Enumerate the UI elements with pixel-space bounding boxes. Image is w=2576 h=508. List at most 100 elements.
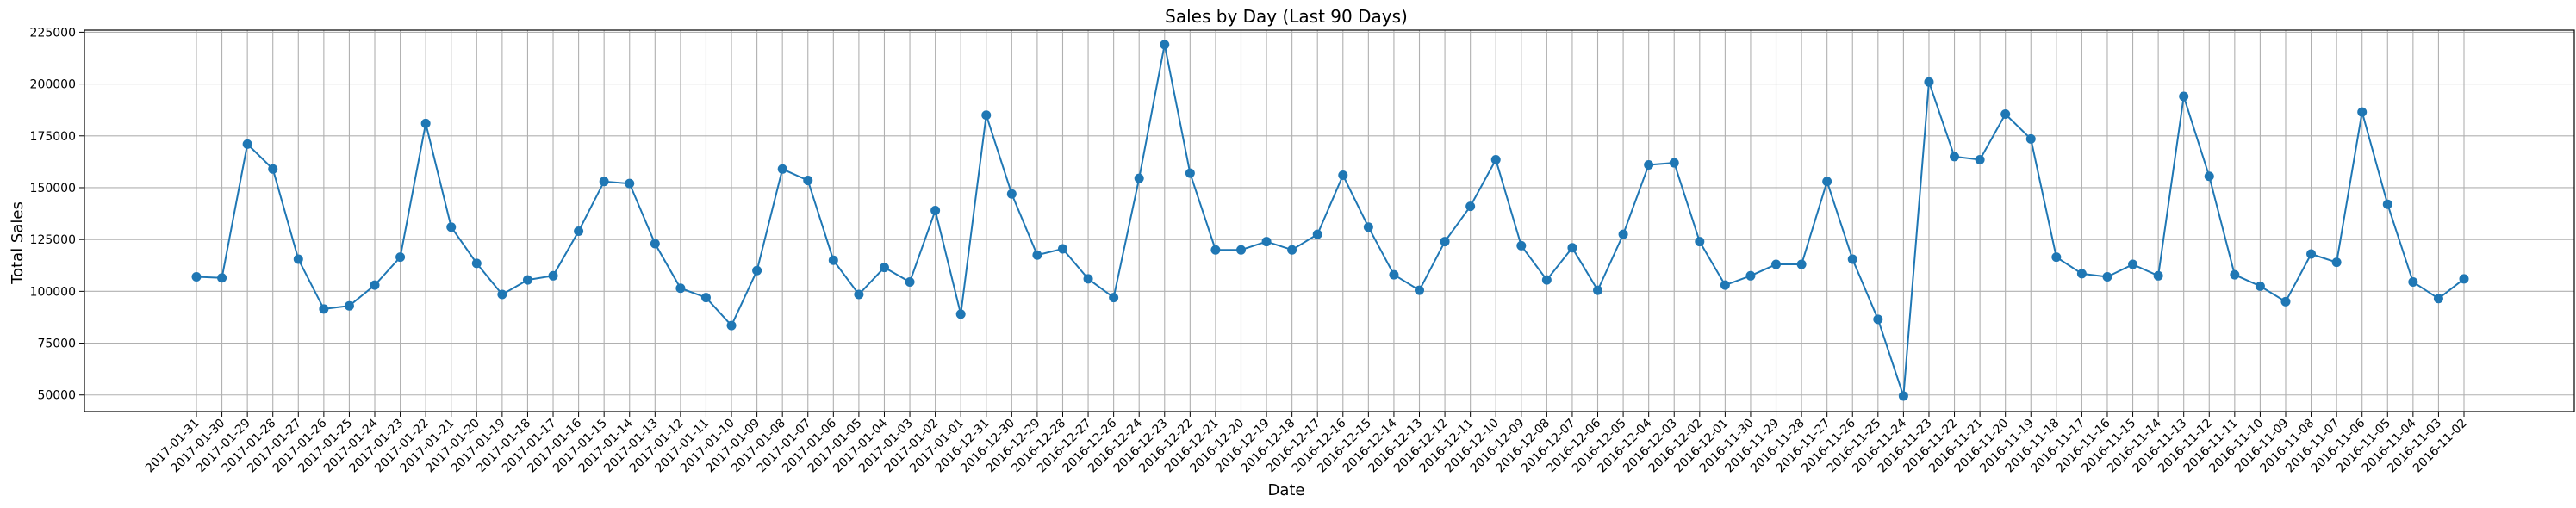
data-point bbox=[2408, 277, 2418, 288]
data-point bbox=[1134, 173, 1144, 183]
chart-title: Sales by Day (Last 90 Days) bbox=[1165, 6, 1408, 27]
data-point bbox=[2280, 296, 2291, 307]
x-axis-label: Date bbox=[1267, 481, 1304, 499]
data-point bbox=[420, 118, 431, 128]
data-point bbox=[955, 309, 966, 319]
data-point bbox=[1312, 229, 1322, 239]
data-point bbox=[1847, 254, 1857, 264]
data-point bbox=[2255, 281, 2265, 291]
data-point bbox=[471, 258, 482, 269]
data-point bbox=[879, 263, 889, 273]
data-point bbox=[1261, 237, 1272, 247]
data-point bbox=[1516, 240, 1527, 251]
data-point bbox=[752, 265, 762, 276]
data-point bbox=[1083, 274, 1093, 284]
data-point bbox=[242, 139, 252, 149]
y-axis-ticks: 50000 75000 100000 125000 150000 175000 200000… bbox=[30, 26, 84, 403]
data-point bbox=[344, 300, 354, 311]
data-point bbox=[2153, 270, 2163, 281]
y-tick-label: 75000 bbox=[37, 338, 76, 351]
y-tick-label: 200000 bbox=[30, 78, 76, 92]
data-point bbox=[522, 275, 532, 285]
data-point bbox=[1924, 77, 1934, 87]
data-point bbox=[1109, 293, 1119, 303]
data-point bbox=[2306, 249, 2317, 259]
data-point bbox=[2179, 91, 2189, 102]
data-point bbox=[599, 177, 609, 187]
data-point bbox=[1593, 285, 1603, 295]
data-point bbox=[1720, 280, 1730, 290]
data-point bbox=[2051, 252, 2062, 263]
data-point bbox=[370, 280, 380, 290]
data-point bbox=[1057, 244, 1067, 254]
data-point bbox=[2331, 257, 2342, 268]
data-point bbox=[2433, 294, 2443, 304]
data-point bbox=[293, 254, 303, 264]
data-point bbox=[548, 270, 558, 281]
data-point bbox=[1950, 152, 1960, 162]
data-point bbox=[217, 273, 227, 283]
data-point bbox=[2204, 171, 2214, 182]
data-point bbox=[446, 222, 457, 232]
data-point bbox=[828, 255, 838, 265]
y-tick-label: 175000 bbox=[30, 130, 76, 144]
data-point bbox=[1032, 250, 1042, 260]
data-point bbox=[1363, 222, 1373, 232]
data-point bbox=[2230, 269, 2240, 280]
data-point bbox=[726, 320, 737, 331]
data-point bbox=[777, 164, 787, 174]
data-point bbox=[625, 178, 635, 189]
data-point bbox=[1644, 159, 1654, 170]
data-point bbox=[1898, 391, 1908, 401]
data-point bbox=[905, 277, 915, 288]
data-point bbox=[1185, 168, 1195, 178]
data-point bbox=[1465, 201, 1476, 212]
data-point bbox=[1873, 314, 1883, 325]
data-point bbox=[2102, 272, 2112, 282]
grid-lines bbox=[84, 30, 2574, 412]
data-point bbox=[981, 110, 992, 121]
data-points bbox=[191, 40, 2469, 401]
y-tick-label: 150000 bbox=[30, 182, 76, 195]
data-point bbox=[2357, 107, 2368, 117]
data-point bbox=[1235, 245, 1246, 255]
y-tick-label: 50000 bbox=[37, 389, 76, 403]
data-point bbox=[1669, 158, 1679, 168]
data-point bbox=[1160, 40, 1170, 50]
data-point bbox=[2025, 133, 2036, 144]
data-point bbox=[1490, 154, 1501, 164]
data-point bbox=[574, 226, 584, 237]
data-point bbox=[2076, 269, 2087, 279]
data-point bbox=[2128, 259, 2138, 269]
data-point bbox=[497, 289, 507, 300]
data-point bbox=[1415, 285, 1425, 295]
data-point bbox=[675, 283, 686, 294]
data-point bbox=[930, 205, 941, 215]
data-point bbox=[1440, 237, 1450, 247]
data-point bbox=[650, 239, 660, 249]
data-point bbox=[1618, 229, 1628, 239]
data-point bbox=[1796, 259, 1807, 269]
data-point bbox=[700, 293, 711, 303]
x-axis-ticks: 2017-01-312017-01-302017-01-292017-01-28… bbox=[143, 412, 2470, 475]
data-point bbox=[1338, 170, 1348, 181]
data-point bbox=[1389, 269, 1399, 280]
plot-frame bbox=[84, 29, 2575, 412]
y-tick-label: 100000 bbox=[30, 285, 76, 299]
data-point bbox=[2382, 199, 2392, 209]
data-point bbox=[1006, 189, 1017, 199]
data-point bbox=[1975, 154, 1985, 164]
data-point bbox=[1210, 245, 1221, 255]
data-point bbox=[1822, 177, 1832, 187]
y-axis-label: Total Sales bbox=[9, 201, 27, 285]
data-point bbox=[803, 176, 813, 186]
data-point bbox=[191, 272, 202, 282]
data-point bbox=[1541, 275, 1552, 285]
data-point bbox=[1771, 259, 1782, 269]
data-point bbox=[319, 304, 329, 314]
data-point bbox=[1567, 243, 1577, 253]
data-point bbox=[268, 164, 278, 174]
y-tick-label: 125000 bbox=[30, 233, 76, 247]
data-point bbox=[395, 252, 406, 263]
